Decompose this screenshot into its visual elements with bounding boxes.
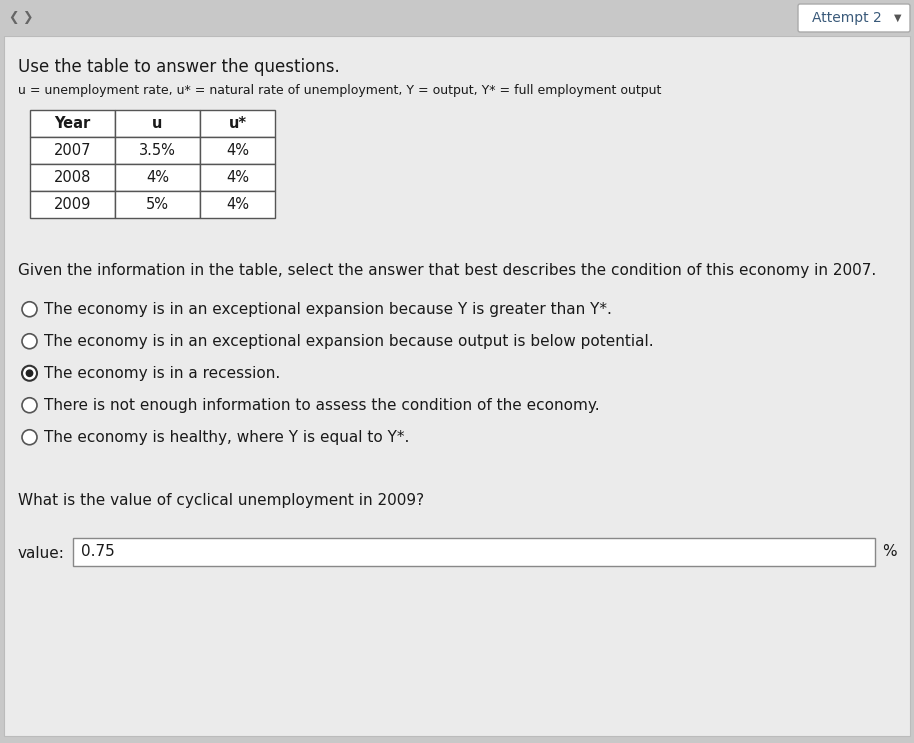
Text: The economy is healthy, where Y is equal to Y*.: The economy is healthy, where Y is equal… <box>44 429 409 445</box>
Text: 4%: 4% <box>146 170 169 185</box>
Text: value:: value: <box>18 545 65 560</box>
Bar <box>30 191 115 218</box>
Text: Attempt 2: Attempt 2 <box>812 11 882 25</box>
Text: Year: Year <box>54 116 90 131</box>
Text: 4%: 4% <box>226 197 249 212</box>
Bar <box>115 110 200 137</box>
Text: 4%: 4% <box>226 170 249 185</box>
Text: u*: u* <box>228 116 247 131</box>
Bar <box>30 137 115 164</box>
Bar <box>115 164 200 191</box>
Text: There is not enough information to assess the condition of the economy.: There is not enough information to asses… <box>44 398 600 413</box>
Bar <box>200 164 275 191</box>
Bar <box>0 0 914 36</box>
FancyBboxPatch shape <box>798 4 910 32</box>
Text: The economy is in an exceptional expansion because Y is greater than Y*.: The economy is in an exceptional expansi… <box>44 302 611 317</box>
Circle shape <box>22 302 37 317</box>
Circle shape <box>26 369 34 377</box>
Bar <box>30 164 115 191</box>
Bar <box>200 110 275 137</box>
Text: Given the information in the table, select the answer that best describes the co: Given the information in the table, sele… <box>18 263 877 278</box>
Text: The economy is in a recession.: The economy is in a recession. <box>44 366 281 380</box>
Text: 3.5%: 3.5% <box>139 143 175 158</box>
Text: %: % <box>882 545 897 559</box>
Text: What is the value of cyclical unemployment in 2009?: What is the value of cyclical unemployme… <box>18 493 424 508</box>
Circle shape <box>22 398 37 413</box>
Text: ❮: ❮ <box>8 11 18 25</box>
Bar <box>30 110 115 137</box>
Text: Use the table to answer the questions.: Use the table to answer the questions. <box>18 58 340 76</box>
Text: 2008: 2008 <box>54 170 91 185</box>
Text: u = unemployment rate, u* = natural rate of unemployment, Y = output, Y* = full : u = unemployment rate, u* = natural rate… <box>18 84 662 97</box>
Bar <box>200 191 275 218</box>
Text: The economy is in an exceptional expansion because output is below potential.: The economy is in an exceptional expansi… <box>44 334 654 348</box>
Bar <box>115 191 200 218</box>
Circle shape <box>22 366 37 380</box>
Bar <box>115 137 200 164</box>
Text: 4%: 4% <box>226 143 249 158</box>
Text: 5%: 5% <box>146 197 169 212</box>
Text: 0.75: 0.75 <box>81 545 115 559</box>
Text: u: u <box>153 116 163 131</box>
Bar <box>200 137 275 164</box>
Text: ▼: ▼ <box>894 13 902 23</box>
Text: 2009: 2009 <box>54 197 91 212</box>
Bar <box>73 538 875 566</box>
Text: 2007: 2007 <box>54 143 91 158</box>
Circle shape <box>22 429 37 445</box>
Text: ❯: ❯ <box>22 11 33 25</box>
Circle shape <box>22 334 37 348</box>
